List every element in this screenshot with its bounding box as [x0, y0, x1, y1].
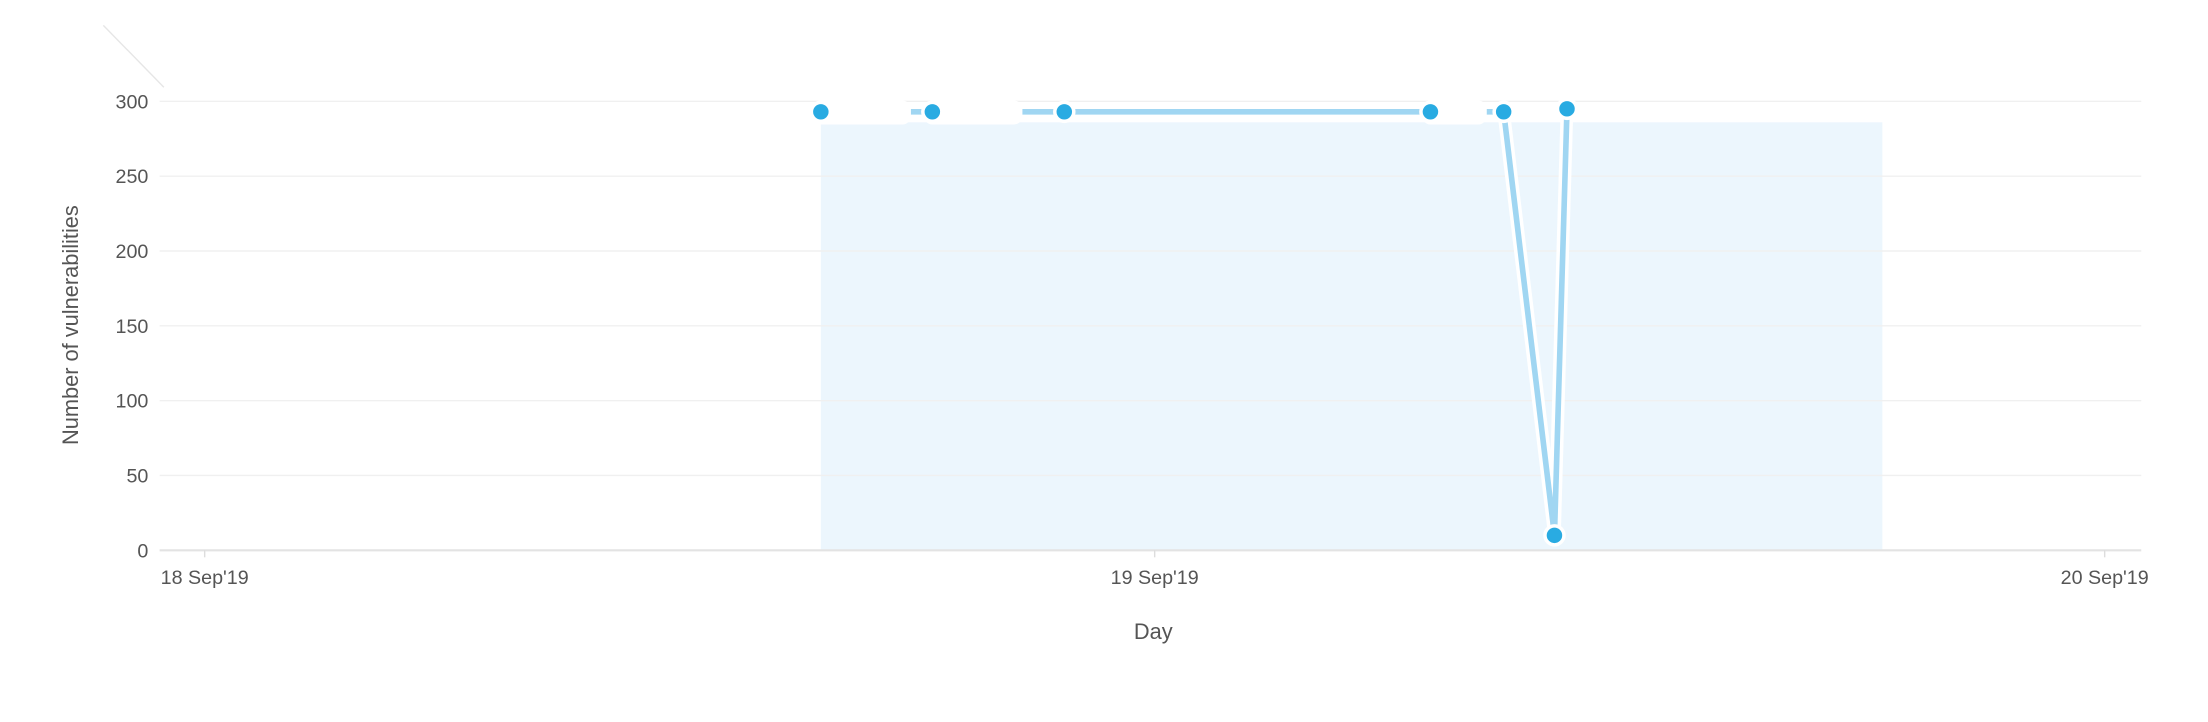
- x-tick-label: 18 Sep'19: [161, 567, 249, 589]
- y-tick-label: 0: [137, 540, 148, 562]
- plot-band: [820, 122, 1883, 551]
- y-tick-label: 50: [126, 466, 148, 488]
- x-axis-title: Day: [1134, 619, 1173, 644]
- data-point: [924, 104, 941, 120]
- data-point: [1495, 104, 1512, 120]
- data-point: [1546, 527, 1563, 544]
- y-axis-title: Number of vulnerabilities: [58, 205, 83, 445]
- data-label-background: [812, 100, 911, 125]
- data-label-background: [923, 100, 1023, 125]
- y-tick-label: 150: [116, 316, 149, 338]
- data-point: [813, 104, 829, 120]
- y-tick-label: 300: [116, 91, 149, 113]
- y-tick-label: 200: [116, 241, 149, 263]
- data-point: [1559, 101, 1575, 117]
- y-tick-label: 250: [116, 166, 149, 188]
- x-tick-label: 20 Sep'19: [2061, 567, 2149, 589]
- decorative-diagonal: [102, 24, 165, 88]
- data-point: [1422, 104, 1439, 120]
- data-point: [1056, 104, 1073, 120]
- x-tick-label: 19 Sep'19: [1111, 567, 1199, 589]
- y-tick-label: 100: [116, 391, 149, 413]
